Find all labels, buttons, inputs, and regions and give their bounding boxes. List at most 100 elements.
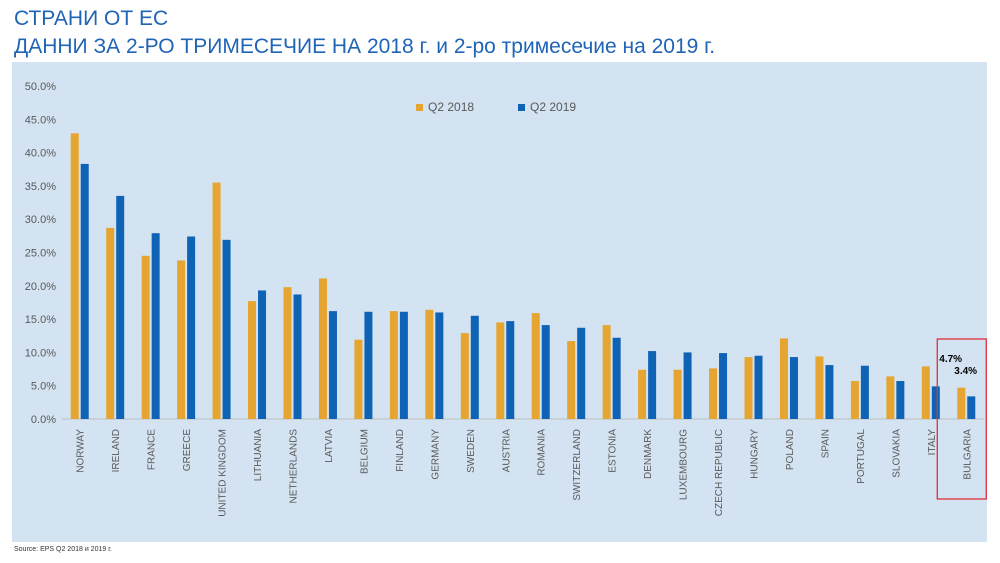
- bar-q2-2019: [577, 327, 586, 419]
- y-tick-label: 10.0%: [25, 347, 56, 359]
- bar-q2-2018: [850, 381, 859, 419]
- x-category-label: LITHUANIA: [253, 429, 264, 482]
- data-label: 4.7%: [939, 354, 962, 365]
- x-category-label: SWEDEN: [466, 429, 477, 473]
- bar-q2-2019: [612, 337, 621, 419]
- bar-q2-2019: [860, 365, 869, 419]
- bar-q2-2019: [719, 353, 728, 419]
- bar-q2-2018: [70, 133, 79, 419]
- bar-q2-2019: [222, 239, 231, 419]
- bar-q2-2018: [354, 339, 363, 419]
- bar-q2-2018: [389, 311, 398, 419]
- y-tick-label: 15.0%: [25, 314, 56, 326]
- bar-q2-2018: [248, 301, 257, 419]
- x-category-label: DENMARK: [643, 429, 654, 479]
- x-category-label: HUNGARY: [750, 429, 761, 479]
- bar-q2-2019: [328, 311, 337, 419]
- legend-swatch: [518, 104, 525, 111]
- bar-q2-2018: [425, 309, 434, 419]
- source-note: Source: EPS Q2 2018 и 2019 г.: [14, 546, 112, 553]
- bar-q2-2018: [567, 341, 576, 419]
- x-category-label: ITALY: [927, 429, 938, 456]
- x-category-label: ESTONIA: [608, 429, 619, 473]
- bar-q2-2018: [709, 368, 718, 419]
- bar-q2-2018: [141, 255, 150, 419]
- bar-q2-2019: [116, 195, 125, 419]
- bar-q2-2018: [744, 357, 753, 419]
- bar-q2-2019: [789, 357, 798, 419]
- bar-q2-2019: [506, 321, 515, 419]
- page-subtitle: ДАННИ ЗА 2-РО ТРИМЕСЕЧИЕ НА 2018 г. и 2-…: [14, 35, 716, 58]
- x-category-label: SWITZERLAND: [572, 429, 583, 501]
- bar-q2-2019: [470, 315, 479, 419]
- x-category-label: IRELAND: [111, 429, 122, 472]
- x-category-label: LATVIA: [324, 429, 335, 463]
- bar-q2-2018: [673, 369, 682, 419]
- y-tick-label: 35.0%: [25, 181, 56, 193]
- bar-q2-2018: [177, 260, 186, 419]
- x-category-label: POLAND: [785, 429, 796, 470]
- bar-q2-2018: [779, 338, 788, 419]
- y-tick-label: 25.0%: [25, 248, 56, 260]
- x-category-label: UNITED KINGDOM: [218, 429, 229, 517]
- bar-q2-2018: [921, 366, 930, 419]
- bar-q2-2019: [80, 163, 89, 419]
- x-category-label: SPAIN: [820, 429, 831, 458]
- y-tick-label: 45.0%: [25, 114, 56, 126]
- x-category-label: FRANCE: [147, 429, 158, 470]
- y-tick-label: 50.0%: [25, 81, 56, 93]
- x-category-label: CZECH REPUBLIC: [714, 429, 725, 516]
- bar-q2-2019: [683, 352, 692, 419]
- bar-q2-2019: [648, 351, 657, 419]
- bar-q2-2018: [957, 387, 966, 419]
- bar-q2-2018: [531, 313, 540, 419]
- bar-q2-2019: [967, 396, 976, 419]
- bar-q2-2019: [399, 311, 408, 419]
- y-tick-label: 40.0%: [25, 148, 56, 160]
- bar-q2-2018: [815, 356, 824, 419]
- bar-q2-2019: [187, 236, 196, 419]
- bar-chart: 0.0% 5.0% 10.0% 15.0% 20.0% 25.0% 30.0% 35.0% 40…: [25, 81, 987, 517]
- y-tick-label: 30.0%: [25, 214, 56, 226]
- bar-q2-2018: [212, 182, 221, 419]
- page-title: СТРАНИ ОТ ЕС: [14, 7, 169, 30]
- bar-q2-2019: [896, 381, 905, 419]
- bar-q2-2018: [283, 287, 292, 419]
- highlight-box: [936, 338, 987, 500]
- bar-q2-2019: [931, 386, 940, 419]
- data-label: 3.4%: [954, 366, 977, 377]
- bar-q2-2018: [318, 278, 327, 419]
- x-category-label: NETHERLANDS: [289, 429, 300, 504]
- y-tick-label: 5.0%: [31, 381, 56, 393]
- x-category-label: FINLAND: [395, 429, 406, 472]
- x-category-label: SLOVAKIA: [891, 429, 902, 478]
- x-category-label: GREECE: [182, 429, 193, 472]
- bar-q2-2019: [541, 325, 550, 419]
- bar-q2-2019: [151, 233, 160, 419]
- bar-q2-2018: [638, 369, 647, 419]
- x-category-label: AUSTRIA: [501, 429, 512, 473]
- bar-q2-2019: [435, 312, 444, 419]
- bar-q2-2019: [293, 294, 302, 419]
- bar-q2-2018: [602, 325, 611, 419]
- x-category-label: LUXEMBOURG: [679, 429, 690, 500]
- bar-q2-2019: [364, 311, 373, 419]
- bar-q2-2018: [886, 376, 895, 419]
- chart-panel: 0.0% 5.0% 10.0% 15.0% 20.0% 25.0% 30.0% 35.0% 40…: [12, 62, 987, 542]
- x-category-label: PORTUGAL: [856, 429, 867, 484]
- bar-q2-2018: [460, 333, 469, 419]
- x-category-label: BELGIUM: [359, 429, 370, 474]
- legend-label: Q2 2018: [428, 100, 474, 114]
- bar-q2-2019: [258, 290, 267, 419]
- y-tick-label: 0.0%: [31, 414, 56, 426]
- x-category-label: NORWAY: [76, 429, 87, 473]
- x-category-label: BULGARIA: [962, 429, 973, 480]
- bar-q2-2019: [754, 355, 763, 419]
- x-category-label: ROMANIA: [537, 429, 548, 476]
- bar-q2-2018: [496, 322, 505, 419]
- bar-q2-2018: [106, 227, 115, 419]
- legend-label: Q2 2019: [530, 100, 576, 114]
- bar-q2-2019: [825, 365, 834, 419]
- y-tick-label: 20.0%: [25, 281, 56, 293]
- legend-swatch: [416, 104, 423, 111]
